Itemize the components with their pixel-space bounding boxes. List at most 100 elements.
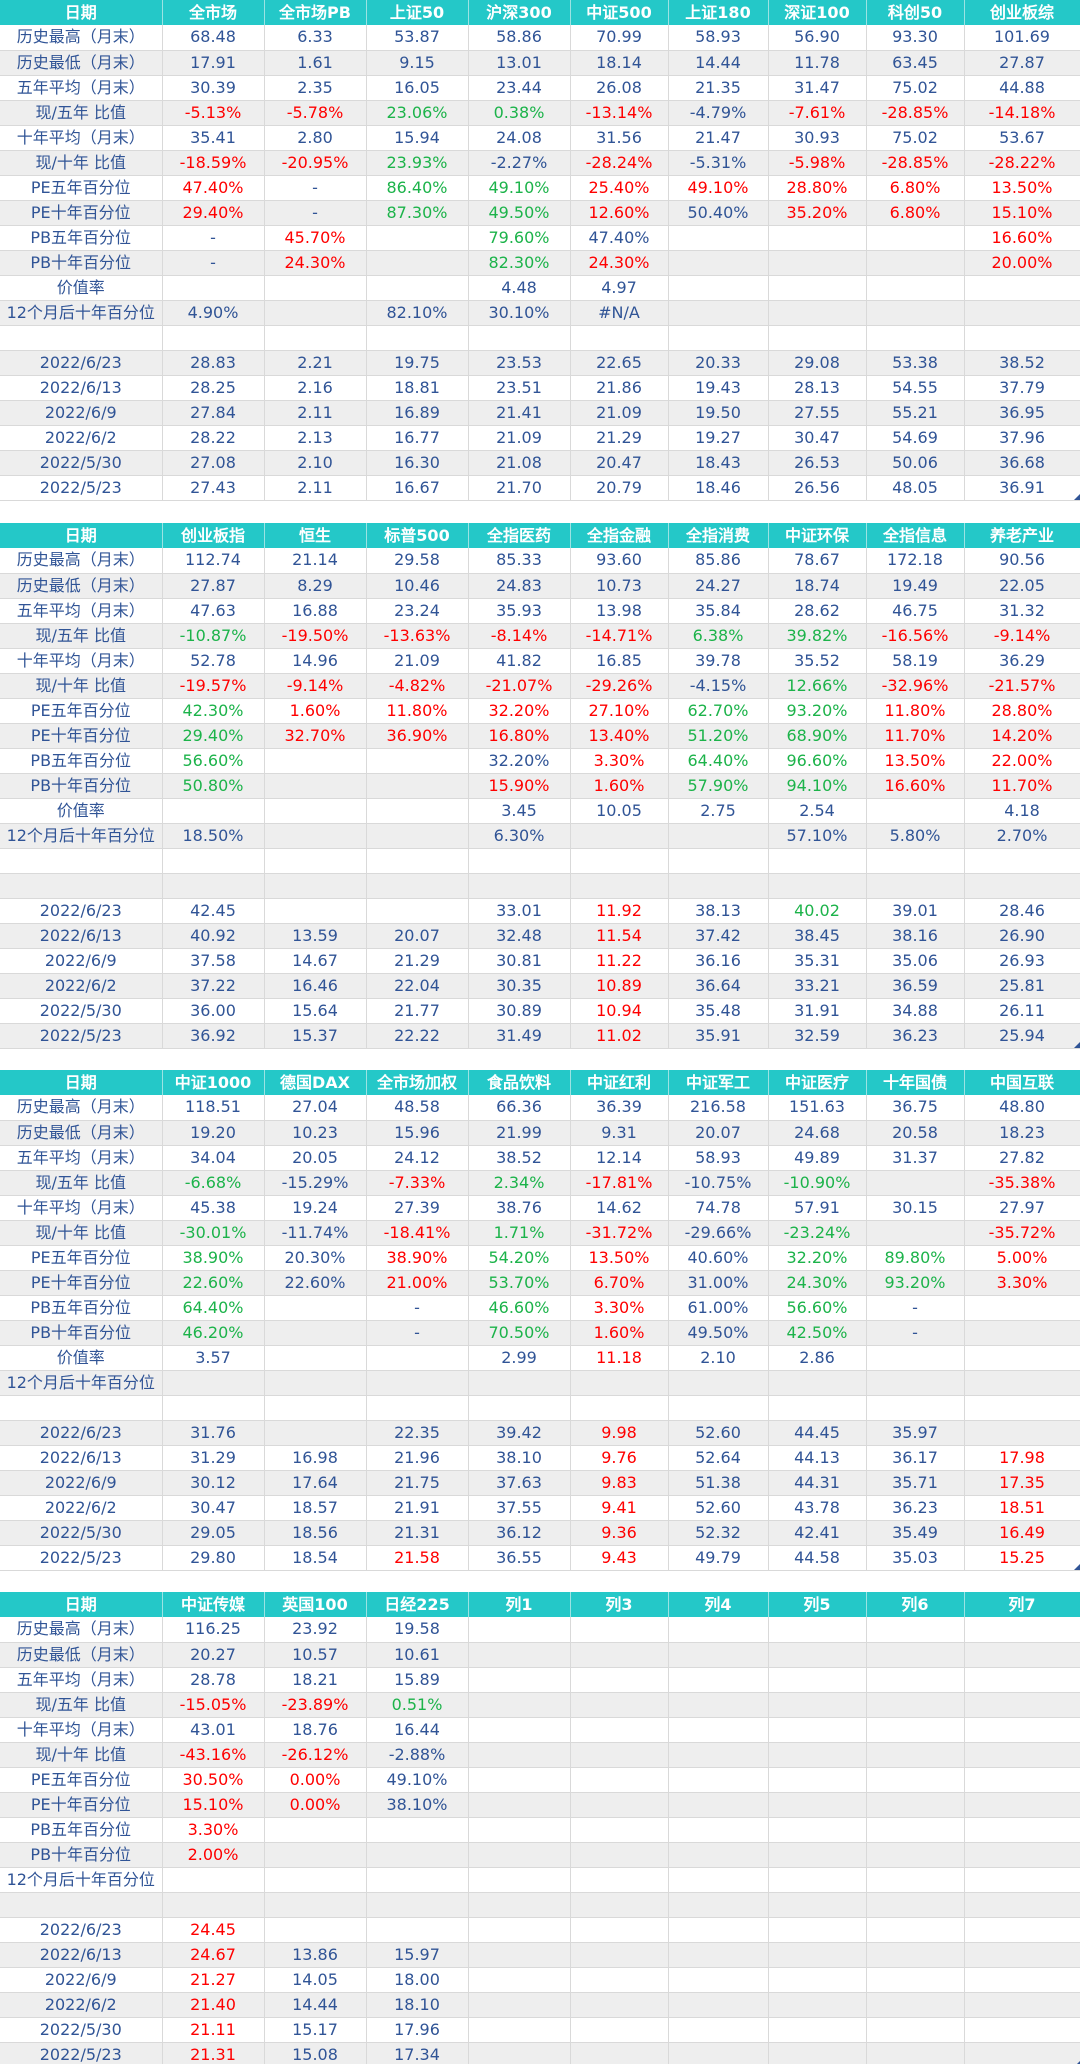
data-cell[interactable] — [468, 1942, 571, 1968]
data-cell[interactable]: 21.99 — [468, 1120, 571, 1146]
data-cell[interactable] — [264, 1345, 367, 1371]
data-cell[interactable] — [768, 1717, 867, 1743]
data-cell[interactable]: 36.92 — [162, 1023, 265, 1049]
data-cell[interactable]: 44.88 — [964, 75, 1080, 101]
data-cell[interactable] — [668, 1395, 769, 1421]
data-cell[interactable] — [570, 1667, 669, 1693]
data-cell[interactable]: 13.50% — [964, 175, 1080, 201]
data-cell[interactable]: 37.96 — [964, 425, 1080, 451]
data-cell[interactable]: 19.50 — [668, 400, 769, 426]
data-cell[interactable]: 151.63 — [768, 1095, 867, 1121]
data-cell[interactable]: 11.18 — [570, 1345, 669, 1371]
data-cell[interactable] — [162, 275, 265, 301]
data-cell[interactable]: -2.27% — [468, 150, 571, 176]
data-cell[interactable]: 52.60 — [668, 1420, 769, 1446]
data-cell[interactable] — [668, 848, 769, 874]
data-cell[interactable] — [964, 1642, 1080, 1668]
data-cell[interactable]: 15.90% — [468, 773, 571, 799]
data-cell[interactable]: 94.10% — [768, 773, 867, 799]
data-cell[interactable] — [468, 1817, 571, 1843]
data-cell[interactable]: 93.30 — [866, 25, 965, 51]
data-cell[interactable] — [668, 1742, 769, 1768]
data-cell[interactable]: 27.84 — [162, 400, 265, 426]
data-cell[interactable]: 16.98 — [264, 1445, 367, 1471]
data-cell[interactable]: 35.97 — [866, 1420, 965, 1446]
data-cell[interactable]: 15.17 — [264, 2017, 367, 2043]
data-cell[interactable]: -6.68% — [162, 1170, 265, 1196]
data-cell[interactable]: 13.50% — [866, 748, 965, 774]
data-cell[interactable] — [264, 1817, 367, 1843]
data-cell[interactable]: 28.80% — [768, 175, 867, 201]
data-cell[interactable]: 36.23 — [866, 1495, 965, 1521]
data-cell[interactable]: -29.66% — [668, 1220, 769, 1246]
data-cell[interactable]: 15.10% — [964, 200, 1080, 226]
data-cell[interactable]: 11.92 — [570, 898, 669, 924]
data-cell[interactable]: 24.27 — [668, 573, 769, 599]
data-cell[interactable]: 10.05 — [570, 798, 669, 824]
data-cell[interactable] — [964, 2042, 1080, 2064]
data-cell[interactable]: 93.20% — [866, 1270, 965, 1296]
data-cell[interactable]: 1.60% — [570, 773, 669, 799]
data-cell[interactable] — [668, 1792, 769, 1818]
data-cell[interactable] — [668, 1692, 769, 1718]
data-cell[interactable]: 28.46 — [964, 898, 1080, 924]
row-label-cell[interactable]: 价值率 — [0, 275, 163, 301]
data-cell[interactable] — [570, 1942, 669, 1968]
data-cell[interactable]: 28.13 — [768, 375, 867, 401]
data-cell[interactable]: 23.53 — [468, 350, 571, 376]
data-cell[interactable] — [668, 1942, 769, 1968]
data-cell[interactable]: 35.20% — [768, 200, 867, 226]
table-resize-handle[interactable] — [1074, 2061, 1080, 2064]
data-cell[interactable]: -20.95% — [264, 150, 367, 176]
data-cell[interactable] — [264, 748, 367, 774]
data-cell[interactable] — [366, 250, 469, 276]
data-cell[interactable]: 31.29 — [162, 1445, 265, 1471]
data-cell[interactable]: 22.60% — [162, 1270, 265, 1296]
data-cell[interactable]: 31.49 — [468, 1023, 571, 1049]
data-cell[interactable]: 66.36 — [468, 1095, 571, 1121]
data-cell[interactable] — [366, 275, 469, 301]
row-label-cell[interactable]: PB五年百分位 — [0, 225, 163, 251]
data-cell[interactable]: 52.64 — [668, 1445, 769, 1471]
column-header[interactable]: 列5 — [768, 1592, 867, 1617]
row-label-cell[interactable]: 2022/5/30 — [0, 450, 163, 476]
data-cell[interactable]: 13.01 — [468, 50, 571, 76]
row-label-cell[interactable]: 现/十年 比值 — [0, 673, 163, 699]
data-cell[interactable] — [468, 2017, 571, 2043]
data-cell[interactable]: 20.05 — [264, 1145, 367, 1171]
data-cell[interactable] — [366, 1892, 469, 1918]
data-cell[interactable]: 3.30% — [162, 1817, 265, 1843]
row-label-cell[interactable]: 现/五年 比值 — [0, 1692, 163, 1718]
data-cell[interactable]: 33.21 — [768, 973, 867, 999]
data-cell[interactable]: 75.02 — [866, 75, 965, 101]
data-cell[interactable]: 38.16 — [866, 923, 965, 949]
data-cell[interactable] — [468, 1967, 571, 1993]
table-resize-handle[interactable] — [1074, 1564, 1080, 1570]
data-cell[interactable] — [668, 1667, 769, 1693]
data-cell[interactable]: 5.80% — [866, 823, 965, 849]
data-cell[interactable] — [264, 275, 367, 301]
data-cell[interactable]: 101.69 — [964, 25, 1080, 51]
data-cell[interactable]: 14.96 — [264, 648, 367, 674]
data-cell[interactable] — [668, 1842, 769, 1868]
data-cell[interactable]: 16.60% — [866, 773, 965, 799]
data-cell[interactable]: 9.43 — [570, 1545, 669, 1571]
data-cell[interactable] — [570, 1792, 669, 1818]
data-cell[interactable]: 21.00% — [366, 1270, 469, 1296]
data-cell[interactable]: 35.06 — [866, 948, 965, 974]
data-cell[interactable]: 11.54 — [570, 923, 669, 949]
data-cell[interactable]: 36.75 — [866, 1095, 965, 1121]
data-cell[interactable] — [162, 1867, 265, 1893]
data-cell[interactable]: 46.60% — [468, 1295, 571, 1321]
column-header[interactable]: 深证100 — [768, 0, 867, 25]
data-cell[interactable] — [768, 1892, 867, 1918]
data-cell[interactable]: 35.31 — [768, 948, 867, 974]
data-cell[interactable]: 0.51% — [366, 1692, 469, 1718]
data-cell[interactable]: 50.06 — [866, 450, 965, 476]
data-cell[interactable] — [866, 1692, 965, 1718]
row-label-cell[interactable]: 2022/6/23 — [0, 1917, 163, 1943]
data-cell[interactable]: 21.31 — [162, 2042, 265, 2064]
data-cell[interactable]: 52.78 — [162, 648, 265, 674]
data-cell[interactable]: -5.78% — [264, 100, 367, 126]
data-cell[interactable] — [768, 250, 867, 276]
